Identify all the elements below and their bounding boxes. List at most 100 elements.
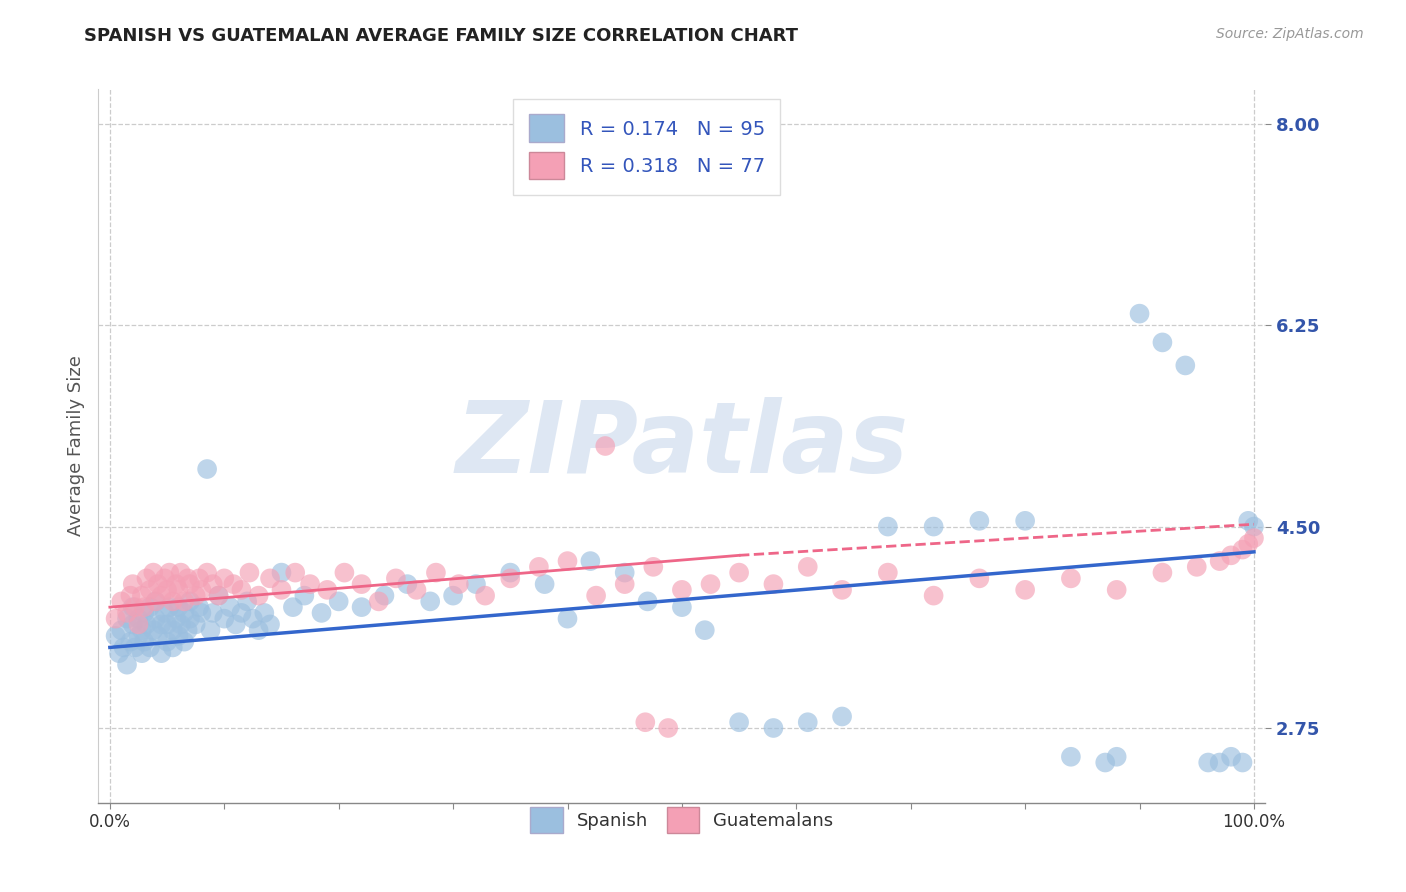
Point [969,571,991,585]
Point [222,577,245,591]
Point [762,577,785,591]
Point [1232,542,1254,557]
Point [671,582,693,597]
Point [124,600,146,615]
Point [1152,566,1174,580]
Point [225,617,247,632]
Point [876,519,898,533]
Point [167,600,190,615]
Text: ZIPatlas: ZIPatlas [456,398,908,494]
Point [643,559,665,574]
Point [671,600,693,615]
Point [146,577,169,591]
Point [499,566,522,580]
Point [165,612,187,626]
Point [247,589,270,603]
Point [922,589,945,603]
Point [236,594,259,608]
Point [350,577,373,591]
Point [657,721,679,735]
Point [1232,756,1254,770]
Point [396,577,419,591]
Point [127,612,149,626]
Point [170,617,193,632]
Point [311,606,333,620]
Point [110,594,132,608]
Point [247,623,270,637]
Point [219,600,242,615]
Text: SPANISH VS GUATEMALAN AVERAGE FAMILY SIZE CORRELATION CHART: SPANISH VS GUATEMALAN AVERAGE FAMILY SIZ… [84,27,799,45]
Point [115,657,138,672]
Point [121,577,143,591]
Point [110,623,132,637]
Point [134,634,156,648]
Point [104,612,127,626]
Point [121,617,143,632]
Point [425,566,447,580]
Point [693,623,716,637]
Point [108,646,131,660]
Point [190,606,212,620]
Point [1128,307,1150,321]
Point [142,623,165,637]
Point [156,617,179,632]
Point [112,640,135,655]
Point [281,600,304,615]
Point [139,582,162,597]
Point [1220,549,1243,563]
Point [176,623,198,637]
Point [1105,582,1128,597]
Point [173,634,195,648]
Point [150,617,173,632]
Point [207,589,229,603]
Point [190,582,212,597]
Point [1014,582,1036,597]
Point [385,571,408,585]
Point [1208,554,1230,568]
Point [1060,749,1083,764]
Point [405,582,427,597]
Point [146,629,169,643]
Point [447,577,470,591]
Point [637,594,659,608]
Point [184,589,207,603]
Point [333,566,356,580]
Point [1237,514,1260,528]
Point [593,439,616,453]
Point [499,571,522,585]
Point [831,709,853,723]
Point [173,594,195,608]
Point [292,589,315,603]
Point [797,715,820,730]
Point [115,612,138,626]
Point [419,594,441,608]
Point [115,606,138,620]
Point [1243,519,1265,533]
Point [176,571,198,585]
Point [156,634,179,648]
Point [613,577,636,591]
Point [1243,531,1265,545]
Point [1152,335,1174,350]
Point [557,554,579,568]
Point [1105,749,1128,764]
Point [557,612,579,626]
Point [121,600,143,615]
Point [150,589,173,603]
Point [259,571,281,585]
Point [120,589,142,603]
Point [1208,756,1230,770]
Point [231,606,253,620]
Point [124,640,146,655]
Point [328,594,350,608]
Point [157,600,180,615]
Point [533,577,555,591]
Point [699,577,721,591]
Point [104,629,127,643]
Point [162,640,184,655]
Point [969,514,991,528]
Point [139,600,162,615]
Point [131,623,153,637]
Text: Source: ZipAtlas.com: Source: ZipAtlas.com [1216,27,1364,41]
Point [259,617,281,632]
